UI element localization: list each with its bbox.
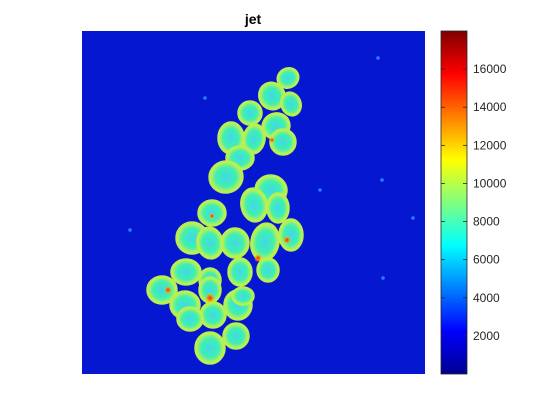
cell-blob (223, 323, 249, 349)
colorbar-tick-label: 8000 (473, 215, 500, 229)
colorbar-tick-label: 16000 (473, 62, 507, 76)
background-speck (128, 228, 132, 232)
background-speck (203, 96, 207, 100)
background-speck (411, 216, 415, 220)
colorbar-tick-label: 4000 (473, 291, 500, 305)
hotspot (269, 137, 275, 143)
cell-blob (267, 193, 289, 223)
hotspot (283, 236, 291, 244)
hotspot (205, 293, 215, 303)
hotspot (254, 254, 262, 262)
cell-blob (171, 259, 201, 285)
hotspot (164, 286, 172, 294)
cell-blob (238, 101, 262, 125)
colorbar-tick-label: 6000 (473, 253, 500, 267)
cell-blob (279, 219, 303, 251)
cell-blob (232, 287, 254, 305)
background-speck (381, 276, 385, 280)
cell-blob (228, 258, 252, 286)
cell-blob (221, 228, 249, 258)
colorbar-tick-label: 2000 (473, 329, 500, 343)
colorbar-gradient (441, 31, 467, 374)
background-speck (380, 178, 384, 182)
heatmap-image (82, 31, 425, 374)
colorbar-tick-label: 14000 (473, 100, 507, 114)
colorbar-tick-label: 10000 (473, 176, 507, 190)
cell-blob (195, 332, 225, 364)
colorbar: 2000 4000 6000 8000 10000 12000 14000 16000 (441, 31, 507, 374)
chart-title: jet (244, 11, 262, 27)
cell-blob (257, 258, 279, 282)
background-speck (318, 188, 322, 192)
colorbar-tick-label: 12000 (473, 138, 507, 152)
hotspot (209, 213, 215, 219)
cell-blob (200, 302, 226, 328)
cell-blob (177, 307, 203, 331)
background-speck (376, 56, 380, 60)
